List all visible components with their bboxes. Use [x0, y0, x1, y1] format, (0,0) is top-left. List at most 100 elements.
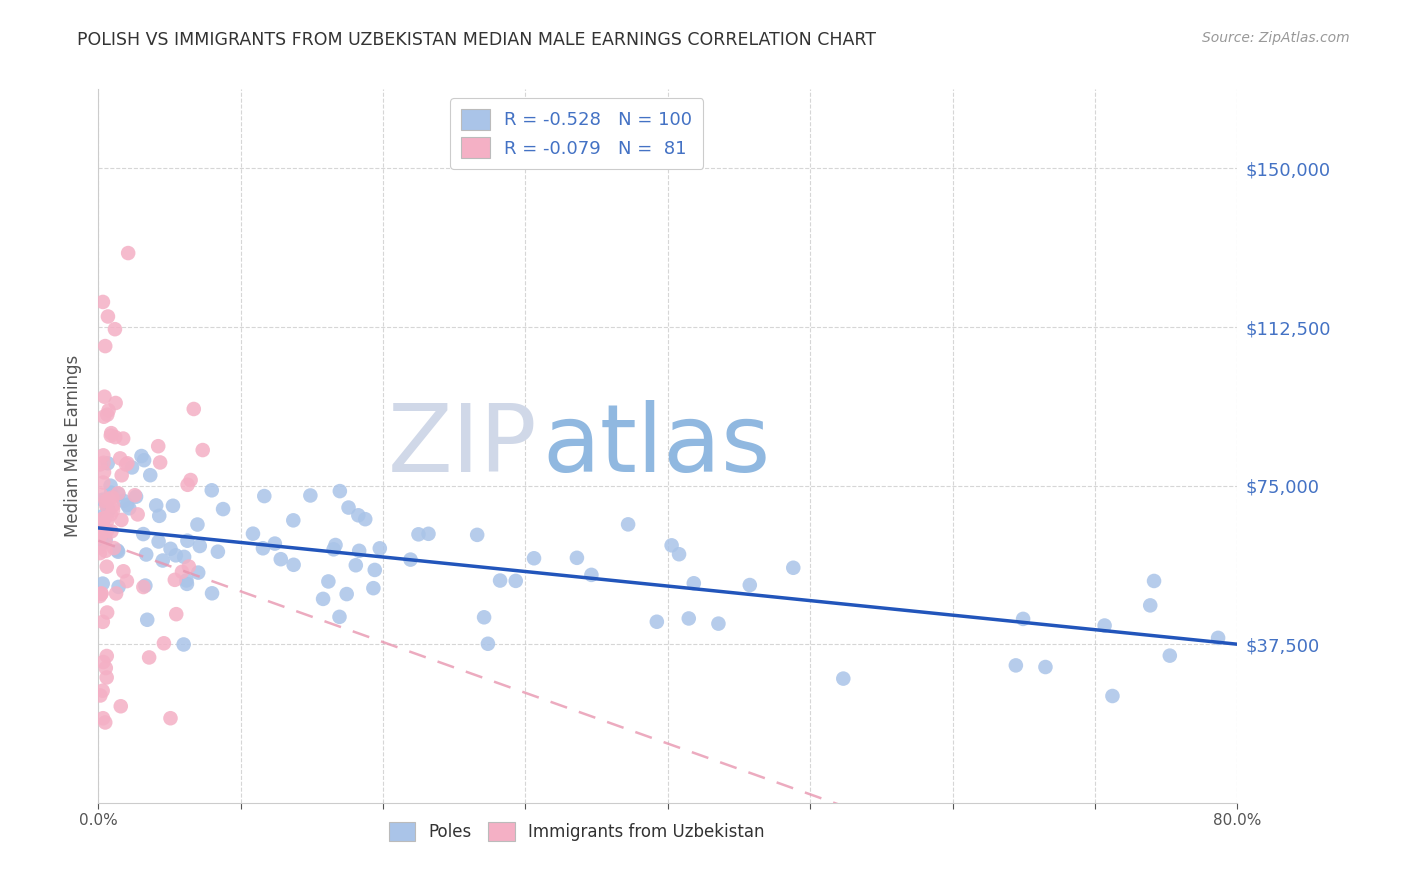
Point	[97, 456, 120, 470]
Point	[163, 573, 186, 587]
Point	[283, 558, 305, 572]
Point	[96, 500, 118, 515]
Legend: Poles, Immigrants from Uzbekistan: Poles, Immigrants from Uzbekistan	[382, 815, 772, 848]
Point	[96, 559, 118, 574]
Point	[645, 615, 668, 629]
Point	[110, 513, 132, 527]
Point	[565, 550, 588, 565]
Point	[115, 574, 138, 588]
Point	[97, 491, 120, 506]
Point	[1012, 612, 1035, 626]
Point	[101, 499, 124, 513]
Point	[91, 475, 114, 490]
Point	[1094, 618, 1116, 632]
Point	[162, 499, 184, 513]
Point	[100, 428, 122, 442]
Point	[124, 488, 146, 502]
Point	[118, 501, 141, 516]
Point	[188, 539, 211, 553]
Point	[91, 711, 114, 725]
Point	[90, 488, 112, 502]
Point	[132, 527, 155, 541]
Point	[93, 409, 115, 424]
Point	[165, 549, 187, 563]
Point	[100, 508, 122, 522]
Point	[131, 449, 153, 463]
Point	[96, 670, 118, 684]
Point	[105, 543, 128, 558]
Point	[117, 246, 139, 260]
Point	[94, 532, 117, 546]
Point	[337, 500, 360, 515]
Point	[104, 396, 127, 410]
Point	[101, 491, 124, 505]
Point	[354, 512, 377, 526]
Point	[1035, 660, 1057, 674]
Point	[96, 648, 118, 663]
Point	[176, 574, 198, 588]
Point	[668, 547, 690, 561]
Point	[90, 521, 112, 535]
Point	[738, 578, 761, 592]
Point	[1143, 574, 1166, 588]
Point	[112, 494, 135, 508]
Point	[89, 458, 111, 472]
Point	[103, 541, 125, 555]
Point	[91, 514, 114, 528]
Point	[91, 492, 114, 507]
Text: ZIP: ZIP	[387, 400, 537, 492]
Point	[617, 517, 640, 532]
Point	[89, 541, 111, 555]
Point	[136, 613, 159, 627]
Point	[149, 455, 172, 469]
Point	[96, 524, 118, 538]
Point	[89, 526, 111, 541]
Point	[187, 566, 209, 580]
Point	[176, 577, 198, 591]
Text: Source: ZipAtlas.com: Source: ZipAtlas.com	[1202, 31, 1350, 45]
Point	[91, 511, 114, 525]
Point	[312, 591, 335, 606]
Point	[89, 530, 111, 544]
Point	[94, 544, 117, 558]
Point	[159, 711, 181, 725]
Y-axis label: Median Male Earnings: Median Male Earnings	[65, 355, 83, 537]
Point	[832, 672, 855, 686]
Point	[336, 587, 359, 601]
Point	[177, 559, 200, 574]
Point	[347, 544, 370, 558]
Point	[318, 574, 340, 589]
Text: POLISH VS IMMIGRANTS FROM UZBEKISTAN MEDIAN MALE EARNINGS CORRELATION CHART: POLISH VS IMMIGRANTS FROM UZBEKISTAN MED…	[77, 31, 876, 49]
Point	[201, 483, 224, 498]
Point	[111, 468, 134, 483]
Point	[94, 715, 117, 730]
Point	[91, 295, 114, 310]
Point	[661, 538, 683, 552]
Point	[105, 586, 128, 600]
Point	[91, 576, 114, 591]
Point	[148, 534, 170, 549]
Point	[100, 524, 122, 539]
Point	[505, 574, 527, 588]
Point	[138, 650, 160, 665]
Point	[91, 509, 114, 524]
Point	[201, 586, 224, 600]
Point	[368, 541, 391, 556]
Point	[408, 527, 430, 541]
Point	[108, 451, 131, 466]
Point	[176, 477, 198, 491]
Point	[139, 468, 162, 483]
Point	[104, 322, 127, 336]
Point	[328, 610, 350, 624]
Text: atlas: atlas	[543, 400, 770, 492]
Point	[115, 458, 138, 472]
Point	[96, 408, 118, 422]
Point	[107, 545, 129, 559]
Point	[782, 561, 804, 575]
Point	[93, 465, 115, 479]
Point	[263, 536, 285, 550]
Point	[1206, 631, 1229, 645]
Point	[329, 484, 352, 499]
Point	[399, 552, 422, 566]
Point	[581, 567, 603, 582]
